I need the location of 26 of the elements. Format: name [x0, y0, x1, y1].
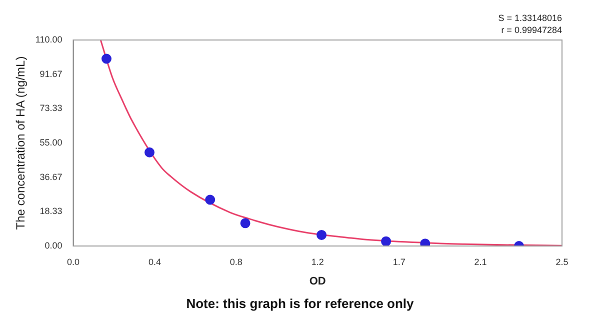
text: S = 1.33148016	[498, 12, 562, 24]
x-tick-label: 2.1	[474, 256, 487, 267]
point	[316, 230, 327, 240]
text: r = 0.99947284	[500, 24, 562, 36]
x-tick-label: 1.7	[392, 256, 406, 267]
point	[205, 194, 216, 205]
x-tick-label: 1.2	[311, 256, 324, 267]
text: Note: this graph is for reference only	[185, 296, 415, 311]
y-tick-label: 55.00	[40, 137, 62, 148]
y-tick-label: 110.00	[35, 34, 62, 44]
y-axis-title: The concentration of HA (ng/mL)	[14, 56, 28, 230]
x-tick-label: 0.8	[230, 256, 242, 267]
x-tick-label: 0.4	[148, 256, 161, 267]
y-tick-label: 36.67	[40, 172, 62, 182]
x-tick-label: 2.5	[556, 256, 568, 267]
y-tick-label: 91.67	[40, 68, 62, 79]
line-series	[100, 40, 562, 246]
point	[381, 236, 392, 246]
point	[144, 147, 155, 158]
point	[101, 54, 112, 64]
x-axis-title: OD	[309, 275, 326, 288]
y-tick-label: 0.00	[44, 240, 62, 250]
y-tick-label: 18.33	[40, 206, 62, 216]
x-tick-label: 0.0	[67, 256, 80, 267]
point	[240, 218, 250, 228]
y-tick-label: 73.33	[40, 103, 62, 114]
